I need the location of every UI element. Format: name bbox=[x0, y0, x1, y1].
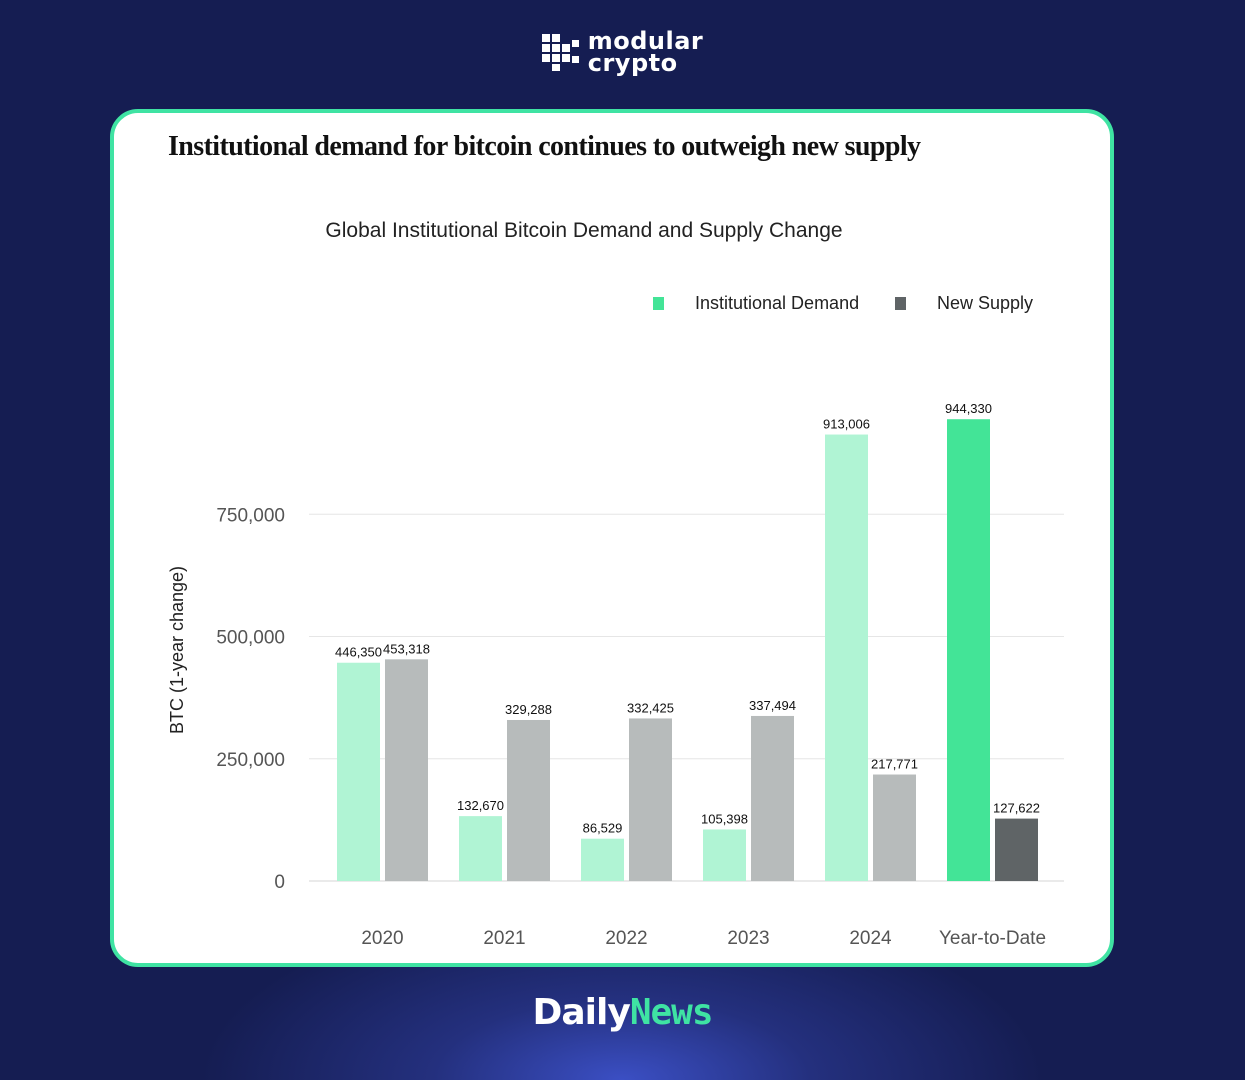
bar-demand-5 bbox=[947, 419, 990, 881]
data-label-supply-4: 217,771 bbox=[871, 757, 918, 772]
data-label-supply-0: 453,318 bbox=[383, 641, 430, 656]
bar-demand-1 bbox=[459, 816, 502, 881]
chart-card: Institutional demand for bitcoin continu… bbox=[110, 109, 1114, 967]
x-tick-label-5: Year-to-Date bbox=[939, 928, 1046, 949]
data-label-demand-3: 105,398 bbox=[701, 811, 748, 826]
footer-brand: DailyNews bbox=[0, 992, 1245, 1033]
brand-header: modular crypto bbox=[0, 27, 1245, 77]
data-label-supply-1: 329,288 bbox=[505, 702, 552, 717]
data-label-demand-1: 132,670 bbox=[457, 798, 504, 813]
y-tick-label-0: 0 bbox=[274, 872, 285, 893]
y-tick-label-3: 750,000 bbox=[216, 505, 285, 526]
bar-supply-0 bbox=[385, 659, 428, 881]
x-tick-label-1: 2021 bbox=[483, 928, 525, 949]
data-label-demand-5: 944,330 bbox=[945, 401, 992, 416]
x-tick-label-0: 2020 bbox=[361, 928, 403, 949]
legend-label-1: New Supply bbox=[937, 293, 1033, 313]
legend-swatch-0 bbox=[653, 297, 664, 310]
legend-label-0: Institutional Demand bbox=[695, 293, 859, 313]
data-label-supply-2: 332,425 bbox=[627, 700, 674, 715]
bar-demand-4 bbox=[825, 434, 868, 881]
data-label-supply-5: 127,622 bbox=[993, 801, 1040, 816]
grid-icon bbox=[541, 34, 579, 71]
bar-supply-5 bbox=[995, 818, 1038, 881]
data-label-demand-4: 913,006 bbox=[823, 417, 870, 432]
data-label-demand-0: 446,350 bbox=[335, 645, 382, 660]
bar-supply-2 bbox=[629, 718, 672, 881]
bar-supply-3 bbox=[751, 715, 794, 881]
footer-brand-news: News bbox=[629, 992, 714, 1033]
brand-name: modular crypto bbox=[587, 27, 704, 77]
bar-chart: Global Institutional Bitcoin Demand and … bbox=[167, 219, 1064, 949]
x-tick-label-2: 2022 bbox=[605, 928, 647, 949]
brand-line-2: crypto bbox=[587, 49, 678, 77]
y-tick-label-2: 500,000 bbox=[216, 628, 285, 649]
card-headline: Institutional demand for bitcoin continu… bbox=[168, 131, 921, 162]
bar-demand-2 bbox=[581, 838, 624, 881]
brand-line-1: modular bbox=[587, 27, 704, 55]
y-tick-label-1: 250,000 bbox=[216, 750, 285, 771]
x-tick-label-4: 2024 bbox=[849, 928, 892, 949]
bar-demand-0 bbox=[337, 662, 380, 881]
data-label-demand-2: 86,529 bbox=[583, 821, 623, 836]
bar-demand-3 bbox=[703, 829, 746, 881]
x-tick-label-3: 2023 bbox=[727, 928, 769, 949]
bar-supply-4 bbox=[873, 774, 916, 881]
chart-title: Global Institutional Bitcoin Demand and … bbox=[325, 219, 842, 242]
bar-supply-1 bbox=[507, 719, 550, 881]
data-label-supply-3: 337,494 bbox=[749, 698, 796, 713]
y-axis-label: BTC (1-year change) bbox=[167, 566, 187, 734]
legend-swatch-1 bbox=[895, 297, 906, 310]
footer-brand-daily: Daily bbox=[532, 992, 630, 1033]
